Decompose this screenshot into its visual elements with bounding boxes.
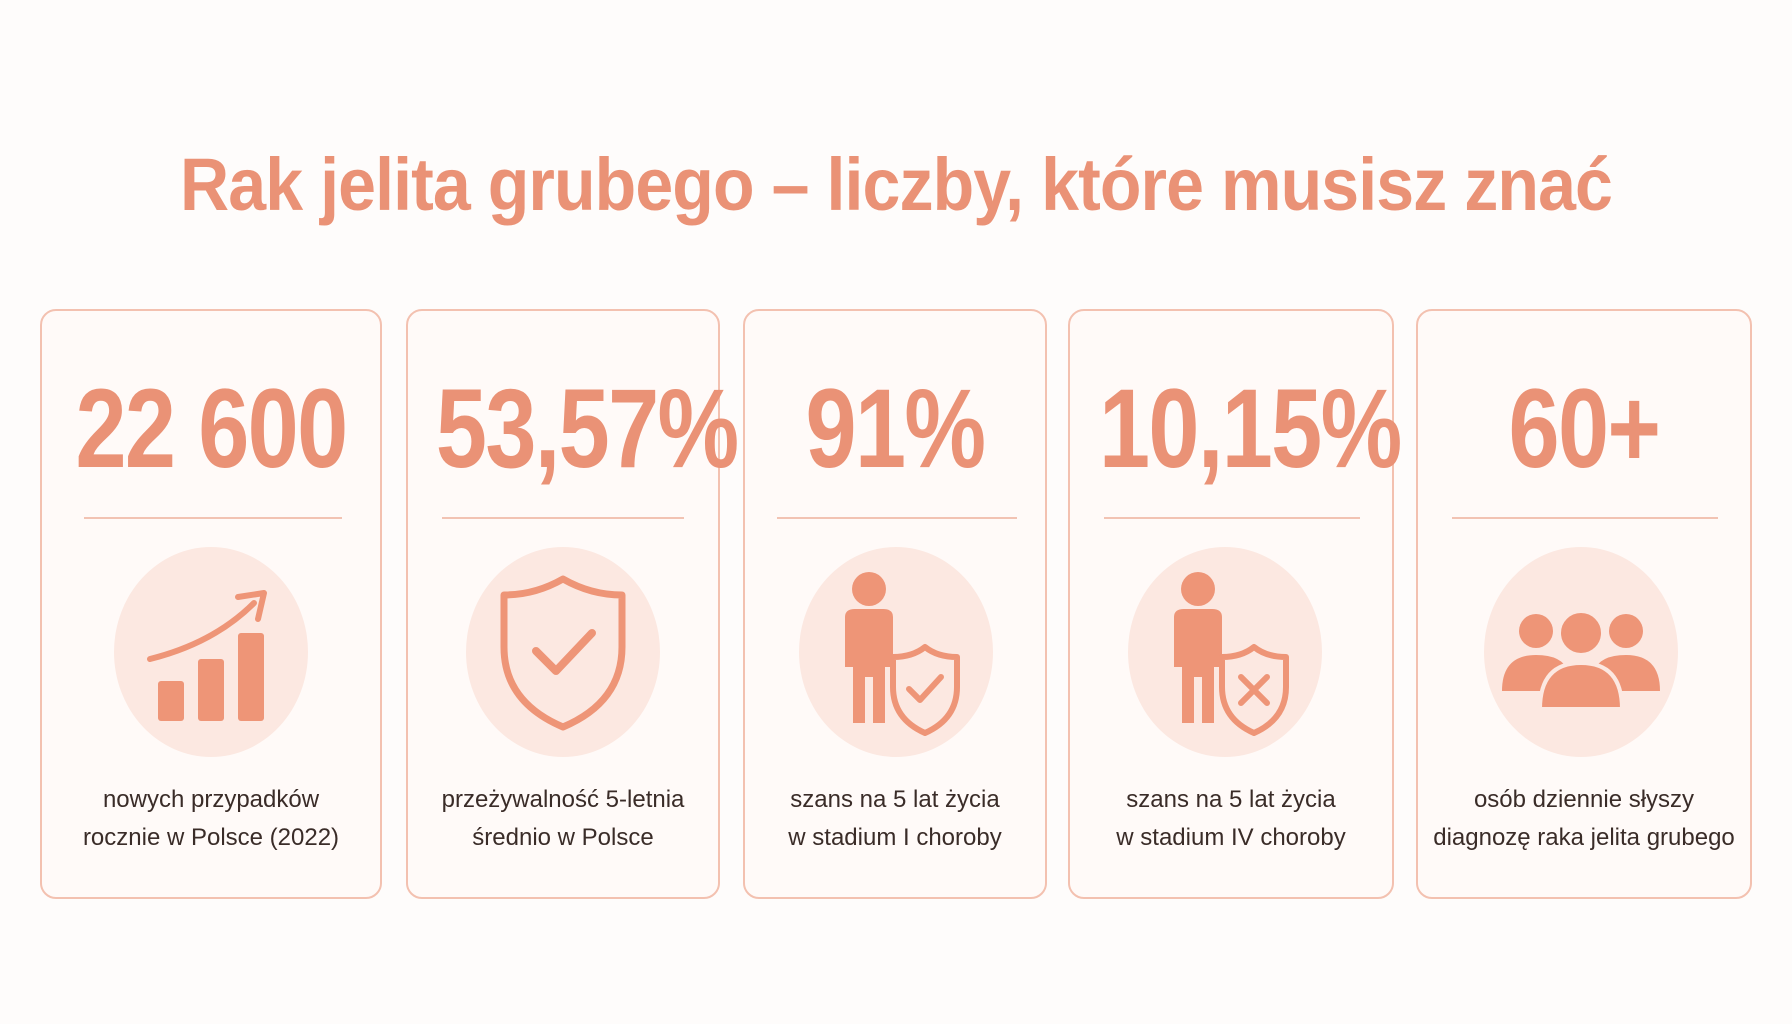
divider <box>1104 517 1360 519</box>
description-line: osób dziennie słyszy <box>1473 786 1695 813</box>
card-description: szans na 5 lat życia w stadium I choroby <box>753 781 1037 857</box>
icon-circle <box>1484 547 1678 757</box>
description-line: w stadium IV choroby <box>1116 824 1346 851</box>
growth-chart-icon <box>147 590 267 721</box>
group-people-icon <box>1502 609 1660 711</box>
description-line: szans na 5 lat życia <box>790 786 1000 813</box>
shield-check-icon <box>500 575 626 731</box>
stat-value: 22 600 <box>75 366 348 491</box>
card-description: osób dziennie słyszy diagnozę raka jelit… <box>1426 781 1742 857</box>
stat-card-new-cases: 22 600 nowych przypadków rocznie w Polsc… <box>40 309 382 899</box>
card-description: nowych przypadków rocznie w Polsce (2022… <box>50 781 372 857</box>
stat-card-daily-diagnoses: 60+ osób dziennie słyszy diagnozę raka j… <box>1416 309 1752 899</box>
divider <box>1452 517 1718 519</box>
stat-value: 60+ <box>1508 366 1662 491</box>
description-line: w stadium I choroby <box>788 824 1002 851</box>
card-description: przeżywalność 5-letnia średnio w Polsce <box>416 781 710 857</box>
page-title: Rak jelita grubego – liczby, które musis… <box>180 143 1613 226</box>
description-line: nowych przypadków <box>102 786 320 813</box>
divider <box>777 517 1017 519</box>
stat-card-stage-4: 10,15% szans na 5 lat życia w stadium IV… <box>1068 309 1402 899</box>
person-shield-x-icon <box>1174 572 1289 736</box>
description-line: średnio w Polsce <box>472 824 654 851</box>
icon-circle <box>466 547 660 757</box>
description-line: diagnozę raka jelita grubego <box>1433 824 1735 851</box>
person-shield-check-icon <box>845 572 960 736</box>
stat-card-stage-1: 91% szans na 5 lat życia w stadium I cho… <box>743 309 1047 899</box>
icon-circle <box>114 547 308 757</box>
description-line: rocznie w Polsce (2022) <box>82 824 340 851</box>
stat-value: 10,15% <box>1098 366 1402 491</box>
stat-value: 91% <box>805 366 987 491</box>
icon-circle <box>799 547 993 757</box>
description-line: przeżywalność 5-letnia <box>441 786 685 813</box>
divider <box>84 517 342 519</box>
stat-value: 53,57% <box>435 366 739 491</box>
icon-circle <box>1128 547 1322 757</box>
description-line: szans na 5 lat życia <box>1126 786 1336 813</box>
card-description: szans na 5 lat życia w stadium IV chorob… <box>1078 781 1384 857</box>
stat-card-survival-rate: 53,57% przeżywalność 5-letnia średnio w … <box>406 309 739 899</box>
divider <box>442 517 684 519</box>
